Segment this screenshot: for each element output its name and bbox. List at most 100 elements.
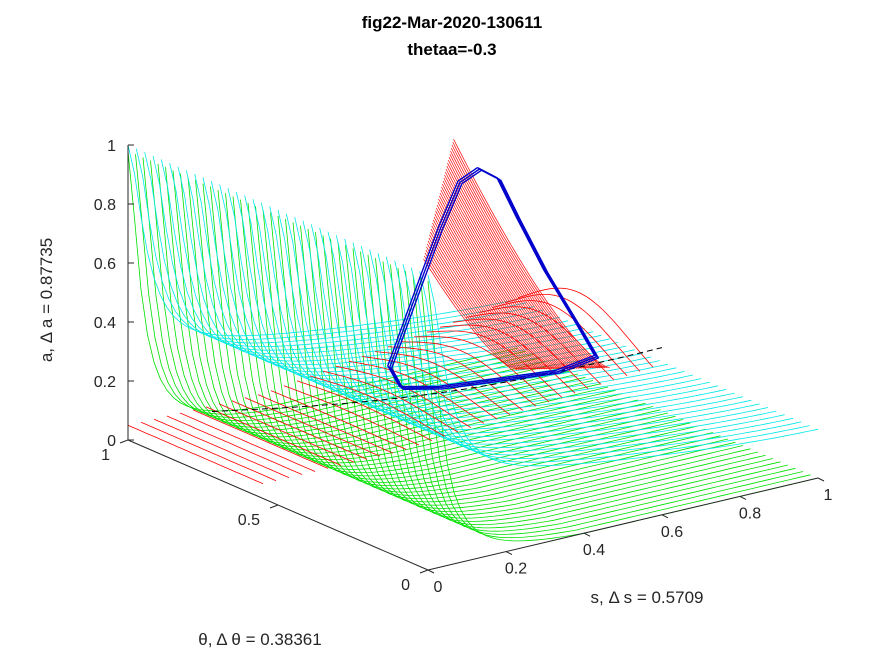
green-sheet-line [232,196,624,457]
green-sheet-line [352,248,744,509]
red-sheet-line [348,360,485,424]
green-sheet-line [337,241,729,503]
green-sheet-line [300,225,691,487]
x-tick-mark [661,514,669,519]
red-sheet-line [283,385,420,446]
red-fold-line [448,156,596,369]
red-fold-line [441,186,573,369]
cyan-sheet-line [385,256,777,449]
green-sheet-line [225,193,616,454]
x-tick-mark [739,495,747,500]
z-tick-label: 0.4 [94,315,116,332]
red-fold-line [440,189,571,369]
green-sheet-line [390,264,781,526]
red-fold-line [450,150,601,369]
red-fold-line [436,204,559,370]
cyan-sheet-line [235,191,627,384]
cyan-sheet-line [177,166,569,358]
x-tick-label: 1 [824,487,833,504]
chart-title: fig22-Mar-2020-130611 [362,13,543,32]
cyan-sheet-line [160,159,552,351]
green-sheet-line [195,180,586,441]
cyan-sheet-line [185,170,577,362]
green-sheet-line [382,261,774,522]
cyan-sheet-line [294,217,685,409]
x-tick-label: 0 [434,579,443,596]
red-fold-line [427,240,532,370]
red-fold-line [442,180,578,369]
red-fold-line [429,231,539,370]
cyan-sheet-line [419,271,810,463]
surface-mesh [127,138,819,542]
red-fold-line [450,147,603,369]
red-fold-line [438,195,566,369]
red-fold-line [435,210,555,370]
x-tick-mark [817,477,825,482]
green-sheet-line [202,183,594,444]
chart-subtitle: thetaa=-0.3 [407,40,496,59]
red-fold-line [430,228,541,370]
y-tick-label: 1 [101,447,110,464]
red-sheet-line [413,336,550,403]
red-sheet-line [153,418,290,478]
red-fold-line [432,219,548,370]
z-tick-label: 0.6 [94,256,116,273]
y-tick-mark [419,569,429,574]
red-sheet-line [387,346,524,411]
cyan-sheet-line [327,231,719,423]
cyan-sheet-line [319,228,710,420]
green-sheet-line [412,274,804,535]
red-fold-line [434,213,552,370]
red-sheet-line [244,397,381,457]
cyan-sheet-line [169,163,560,355]
cyan-sheet-line [394,260,785,452]
trajectory-line [387,166,596,388]
red-fold-line [433,216,550,370]
green-sheet-line [405,271,796,532]
x-axis-line [427,477,819,571]
cyan-sheet-line [369,249,760,441]
red-fold-line [435,207,557,370]
z-tick-label: 0.2 [94,374,116,391]
cyan-sheet-line [194,173,585,366]
cyan-sheet-line [352,242,744,434]
red-fold-line [447,162,592,369]
red-sheet-line [140,421,277,482]
red-sheet-line [309,375,446,437]
cyan-sheet-line [427,274,819,467]
green-sheet-line [142,157,534,418]
green-sheet-line [127,150,519,412]
green-sheet-line [375,258,766,519]
green-sheet-line [367,254,759,516]
dashed-curve [211,347,663,412]
red-fold-line [438,198,564,370]
cyan-sheet-line [410,267,802,460]
green-sheet-line [360,251,751,513]
red-fold-line [425,249,525,370]
z-tick-label: 1 [107,138,116,155]
red-fold-line [453,138,610,369]
green-sheet-line [307,228,699,490]
y-tick-mark [269,504,279,509]
red-fold-line [452,141,608,369]
z-tick-label: 0 [107,433,116,450]
green-sheet-line [270,212,661,474]
green-sheet-line [262,209,654,470]
cyan-sheet-line [127,144,519,337]
red-fold-line [451,144,606,369]
green-sheet-line [292,222,684,483]
green-sheet-line [277,215,669,477]
cyan-sheet-line [152,155,544,348]
green-sheet-line [217,189,609,451]
red-sheet-line [296,380,433,442]
red-sheet-line [400,341,537,407]
green-sheet-line [187,176,579,438]
cyan-sheet-line [277,209,669,402]
cyan-sheet-line [244,195,635,387]
cyan-sheet-line [402,264,794,456]
red-fold-line [423,258,518,370]
red-sheet-line [231,400,368,460]
z-axis-label: a, Δ a = 0.87735 [37,238,56,362]
red-fold-line [424,252,522,370]
